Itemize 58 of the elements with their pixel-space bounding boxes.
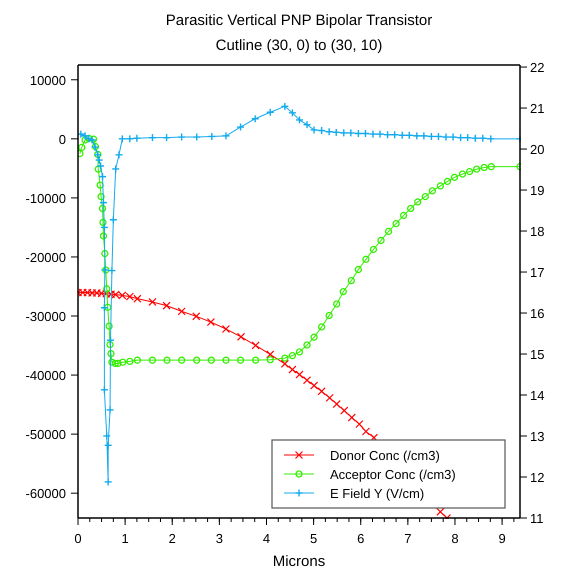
y2-tick-label: 22 [530,60,544,76]
point [295,370,304,379]
point [266,350,274,359]
y2-tick-label: 18 [530,224,544,240]
point [318,387,326,396]
point [436,508,444,516]
y2-tick-label: 14 [530,388,544,404]
point [362,427,370,436]
y2-tick-label: 16 [530,306,544,322]
legend-label: E Field Y (V/cm) [330,486,424,501]
point [236,332,246,341]
point [288,365,297,374]
point [178,307,186,316]
x-tick-label: 8 [451,531,459,546]
point [280,360,289,368]
x-tick-label: 0 [74,531,82,546]
x-tick-label: 3 [216,531,223,546]
y-tick-label: -60000 [26,486,66,502]
point [340,406,348,415]
y-tick-label: -50000 [26,427,66,442]
y2-tick-label: 13 [530,429,544,444]
legend-label: Donor Conc (/cm3) [330,448,440,463]
x-tick-label: 6 [357,531,364,546]
point [148,298,157,306]
y2-tick-label: 11 [530,511,544,526]
point [326,394,334,402]
x-tick-label: 4 [262,531,270,546]
y-tick-label: 0 [58,132,66,147]
y2-tick-label: 21 [530,101,544,116]
chart-subtitle: Cutline (30, 0) to (30, 10) [216,37,382,54]
point [348,413,356,422]
x-tick-label: 7 [404,531,412,546]
x-tick-label: 9 [498,531,506,546]
y-tick-label: 10000 [30,72,66,88]
point [162,302,171,310]
point [302,376,312,384]
point [192,312,200,320]
legend-label: Acceptor Conc (/cm3) [330,467,456,482]
y2-tick-label: 17 [530,265,544,280]
y2-tick-label: 12 [530,470,544,486]
point [222,324,230,334]
point [252,341,260,350]
y2-tick-label: 19 [530,183,544,198]
point [332,400,341,408]
y-tick-label: -20000 [26,250,66,265]
x-tick-label: 2 [168,531,176,546]
point [355,420,364,428]
y-tick-label: -10000 [26,190,66,206]
x-tick-label: 5 [310,531,318,546]
chart-title: Parasitic Vertical PNP Bipolar Transistor [166,12,432,29]
x-tick-label: 1 [122,531,129,546]
y2-tick-label: 15 [530,347,544,362]
point [310,381,318,390]
y-tick-label: -30000 [26,309,66,324]
y-tick-label: -40000 [26,368,66,384]
y2-tick-label: 20 [530,142,544,158]
point [206,318,215,326]
x-axis-title: Microns [272,553,326,570]
